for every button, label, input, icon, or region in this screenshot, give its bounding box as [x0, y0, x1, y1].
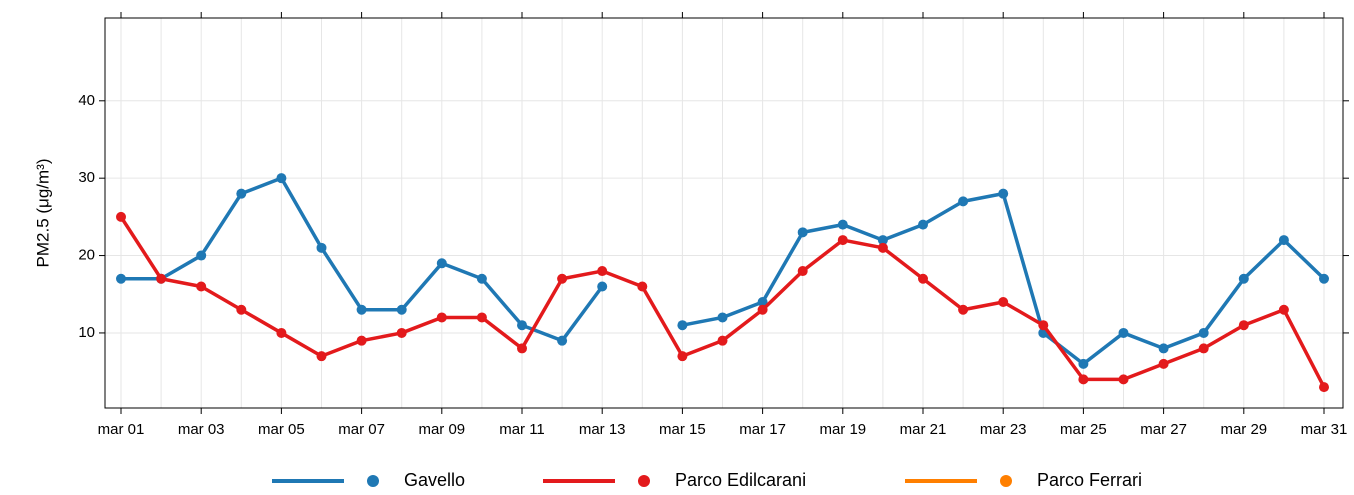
x-tick-label: mar 13: [579, 421, 626, 438]
data-point: [316, 242, 327, 253]
legend-label: Parco Ferrari: [1037, 470, 1142, 490]
data-point: [1078, 358, 1089, 369]
x-tick-label: mar 07: [338, 421, 385, 438]
y-tick-label: 40: [78, 92, 95, 109]
data-point: [276, 327, 287, 338]
data-point: [196, 281, 207, 292]
legend-label: Gavello: [404, 470, 465, 490]
data-point: [436, 312, 447, 323]
plot-frame: [104, 17, 1344, 409]
data-point: [236, 304, 247, 315]
legend-point: [367, 475, 379, 487]
data-point: [757, 296, 768, 307]
x-tick-label: mar 31: [1301, 421, 1348, 438]
x-tick-label: mar 23: [980, 421, 1027, 438]
data-point: [116, 273, 126, 284]
data-point: [396, 327, 407, 338]
data-point: [797, 227, 808, 238]
data-point: [597, 266, 608, 277]
data-point: [918, 219, 928, 230]
legend-point: [1000, 475, 1012, 487]
y-tick-label: 10: [78, 324, 95, 341]
data-point: [717, 335, 728, 346]
data-point: [877, 235, 888, 246]
data-point: [1319, 382, 1329, 393]
data-point: [557, 335, 568, 346]
data-point: [1319, 273, 1329, 284]
data-point: [958, 304, 969, 315]
x-tick-label: mar 19: [819, 421, 866, 438]
data-point: [196, 250, 207, 261]
data-point: [436, 258, 447, 269]
data-point: [236, 188, 247, 199]
data-point: [1198, 343, 1209, 354]
data-point: [637, 281, 648, 292]
legend: Gavello Parco Edilcarani Parco Ferrari: [272, 470, 1142, 490]
x-tick-label: mar 11: [499, 421, 545, 438]
data-point: [998, 296, 1009, 307]
data-point: [1078, 374, 1089, 385]
data-point: [958, 196, 969, 207]
data-point: [517, 343, 527, 354]
data-point: [1238, 320, 1249, 331]
data-point: [717, 312, 728, 323]
y-tick-label: 30: [78, 169, 95, 186]
data-point: [476, 312, 487, 323]
legend-point: [638, 475, 650, 487]
data-point: [877, 242, 888, 253]
data-point: [1038, 320, 1049, 331]
data-point: [998, 188, 1009, 199]
x-tick-label: mar 09: [418, 421, 465, 438]
data-point: [677, 351, 688, 362]
data-point: [837, 219, 848, 230]
data-point: [356, 304, 367, 315]
x-tick-label: mar 25: [1060, 421, 1107, 438]
data-point: [316, 351, 327, 362]
data-point: [1198, 327, 1209, 338]
data-point: [1278, 235, 1289, 246]
data-point: [116, 211, 126, 222]
data-point: [837, 235, 848, 246]
data-point: [918, 273, 928, 284]
data-point: [156, 273, 167, 284]
x-tick-label: mar 17: [739, 421, 786, 438]
data-point: [1158, 343, 1169, 354]
data-point: [677, 320, 688, 331]
data-point: [517, 320, 527, 331]
data-point: [396, 304, 407, 315]
x-tick-label: mar 01: [98, 421, 145, 438]
data-point: [597, 281, 608, 292]
data-point: [356, 335, 367, 346]
data-point: [1158, 358, 1169, 369]
data-point: [1118, 327, 1129, 338]
y-axis-title: PM2.5 (μg/m³): [33, 159, 52, 268]
data-point: [757, 304, 768, 315]
legend-label: Parco Edilcarani: [675, 470, 806, 490]
data-point: [557, 273, 568, 284]
x-tick-label: mar 05: [258, 421, 305, 438]
x-tick-label: mar 29: [1220, 421, 1267, 438]
x-tick-label: mar 21: [900, 421, 947, 438]
data-point: [1118, 374, 1129, 385]
data-point: [276, 173, 287, 184]
data-point: [1238, 273, 1249, 284]
x-tick-label: mar 15: [659, 421, 706, 438]
data-point: [797, 266, 808, 277]
x-tick-label: mar 03: [178, 421, 225, 438]
x-tick-label: mar 27: [1140, 421, 1187, 438]
data-point: [476, 273, 487, 284]
y-tick-label: 20: [78, 247, 95, 264]
data-point: [1278, 304, 1289, 315]
